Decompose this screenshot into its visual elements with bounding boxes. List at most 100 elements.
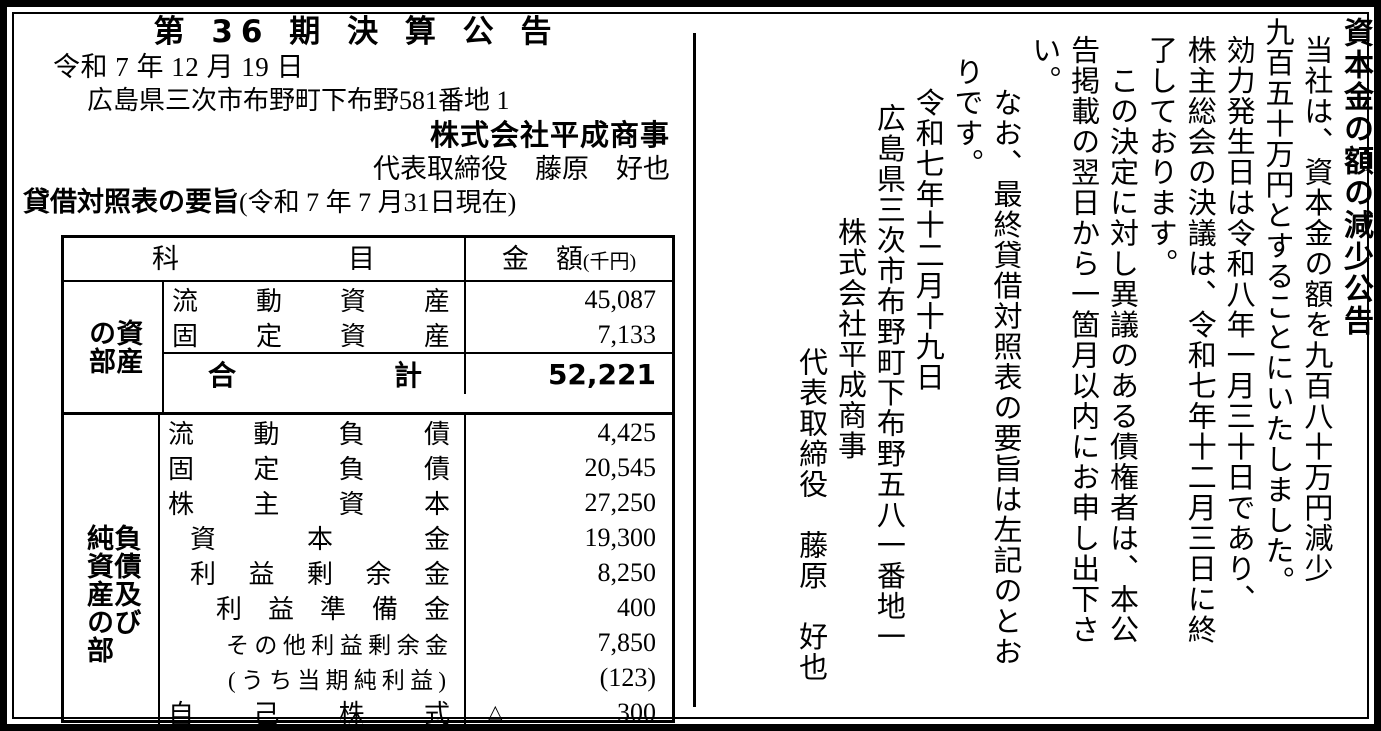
notice-column-9: なお、最終貸借対照表の要旨は左記のとお [988,57,1021,668]
row-value: △ 300 [466,695,672,725]
notice-column-3: 効力発生日は令和八年一月三十日であり、 [1222,35,1255,615]
table-row: 流 動 負 債 4,425 [160,415,672,450]
total-value: 52,221 [466,354,672,394]
row-label-text: 株 主 資 本 [167,490,450,519]
company-address: 広島県三次市布野町下布野581番地 1 [87,86,510,115]
row-label: 自 己 株 式 [160,695,466,729]
column-header-amount: 金 額(千円) [466,238,672,280]
assets-section: 資産 の部 流 動 資 産 45,087 [64,282,672,412]
table-row: 自 己 株 式 △ 300 [160,695,672,729]
liabilities-equity-rows: 流 動 負 債 4,425 固 定 負 債 20,545 [160,415,672,729]
notice-column-6: この決定に対し異議のある債権者は、本公 [1105,35,1138,646]
row-value: 8,250 [466,555,672,590]
total-value-text: 52,221 [547,357,656,391]
row-label-text: 利 益 準 備 金 [215,595,450,624]
row-value: 45,087 [466,282,672,317]
row-value: 7,850 [466,625,672,660]
page-title: 第 36 期 決 算 公 告 [153,14,560,50]
notice-column-1: 当社は、資本金の額を九百八十万円減少 [1299,35,1332,584]
row-value: (123) [466,660,672,695]
row-label: 利 益 剰 余 金 [160,555,466,590]
balance-sheet-asof: (令和 7 年 7 月31日現在) [239,188,517,217]
capital-reduction-notice-panel: 資本金の額の減少公告 当社は、資本金の額を九百八十万円減少 九百五十万円とするこ… [707,17,1374,724]
table-row: 資 本 金 19,300 [160,520,672,555]
notice-signature-representative: 代表取締役 藤原 好也 [794,347,827,683]
row-value-text: (123) [599,662,656,692]
notice-signature-company: 株式会社平成商事 [833,217,866,461]
liabilities-label-col-1: 負債及び [109,523,141,636]
row-value-text: 4,425 [597,417,657,447]
table-row: (うち当期純利益) (123) [160,660,672,695]
row-label: (うち当期純利益) [160,660,466,695]
liabilities-label-vertical: 負債及び 純資産の部 [81,523,141,664]
row-value-text: 400 [617,592,656,622]
row-label-text: 資 本 金 [189,525,450,554]
row-label: 資 本 金 [160,520,466,555]
notice-column-10: りです。 [950,57,983,179]
notice-title: 資本金の額の減少公告 [1338,17,1373,337]
row-value: 20,545 [466,450,672,485]
row-value: 27,250 [466,485,672,520]
liabilities-equity-section: 負債及び 純資産の部 流 動 負 債 4,425 [64,412,672,729]
assets-label-col-2: の部 [84,319,115,375]
row-label: その他利益剰余金 [160,625,466,660]
column-header-item: 科 目 [64,238,466,280]
row-value: 19,300 [466,520,672,555]
table-row: 株 主 資 本 27,250 [160,485,672,520]
row-label: 株 主 資 本 [160,485,466,520]
row-value: 400 [466,590,672,625]
row-label: 流 動 資 産 [164,282,466,317]
assets-label-col-1: 資産 [111,319,143,375]
balance-sheet-heading: 貸借対照表の要旨(令和 7 年 7 月31日現在) [23,186,678,220]
row-value-text: 7,850 [597,627,657,657]
notice-column-7: 告掲載の翌日から一箇月以内にお申し出下さ [1066,35,1099,645]
balance-sheet-table: 科 目 金 額(千円) 資産 の部 流 動 資 [61,235,675,724]
notice-column-4: 株主総会の決議は、令和七年十二月三日に終 [1183,35,1216,645]
column-header-amount-unit: (千円) [582,251,637,273]
table-row: 利 益 準 備 金 400 [160,590,672,625]
notice-column-8: い。 [1027,35,1060,96]
company-name: 株式会社平成商事 [429,118,670,152]
table-header-row: 科 目 金 額(千円) [64,238,672,282]
row-label: 固 定 負 債 [160,450,466,485]
row-value-text: 7,133 [597,319,657,349]
assets-label-vertical: 資産 の部 [84,319,143,375]
column-header-item-text: 科 目 [152,244,376,274]
total-label: 合 計 [164,354,466,394]
notice-signature-date: 令和七年十二月十九日 [911,57,944,393]
row-label: 流 動 負 債 [160,415,466,450]
table-row: 固 定 資 産 7,133 [164,317,672,352]
row-value-text: 8,250 [597,557,657,587]
row-label-text: 自 己 株 式 [167,700,450,729]
row-value-text: 19,300 [584,522,657,552]
table-row: その他利益剰余金 7,850 [160,625,672,660]
row-label-text: (うち当期純利益) [227,667,446,693]
inner-border-frame [12,12,1369,719]
total-label-text: 合 計 [208,359,422,392]
row-label: 固 定 資 産 [164,317,466,352]
row-label-text: 流 動 資 産 [172,287,450,316]
row-label: 利 益 準 備 金 [160,590,466,625]
table-row: 流 動 資 産 45,087 [164,282,672,317]
notice-column-2: 九百五十万円とすることにいたしました。 [1260,17,1293,597]
row-label-text: 利 益 剰 余 金 [189,560,450,589]
table-row: 利 益 剰 余 金 8,250 [160,555,672,590]
notice-signature-address: 広島県三次市布野町下布野五八一番地一 [872,103,905,652]
row-label-text: 固 定 資 産 [172,322,450,351]
assets-section-label: 資産 の部 [64,282,164,412]
panel-divider [693,33,696,707]
row-value-text: 20,545 [584,452,657,482]
liabilities-label-col-2: 純資産の部 [81,523,113,664]
row-label-text: 固 定 負 債 [167,455,450,484]
liabilities-equity-section-label: 負債及び 純資産の部 [64,415,160,724]
balance-sheet-label: 貸借対照表の要旨 [23,187,239,218]
row-label-text: その他利益剰余金 [225,632,448,658]
publication-date: 令和 7 年 12 月 19 日 [53,52,304,82]
row-value-text: 27,250 [584,487,657,517]
notice-column-5: 了しております。 [1144,35,1177,279]
assets-rows: 流 動 資 産 45,087 固 定 資 産 7,133 [164,282,672,412]
representative-name: 代表取締役 藤原 好也 [373,154,670,184]
row-label-text: 流 動 負 債 [167,420,450,449]
negative-marker-icon: △ [488,702,503,723]
